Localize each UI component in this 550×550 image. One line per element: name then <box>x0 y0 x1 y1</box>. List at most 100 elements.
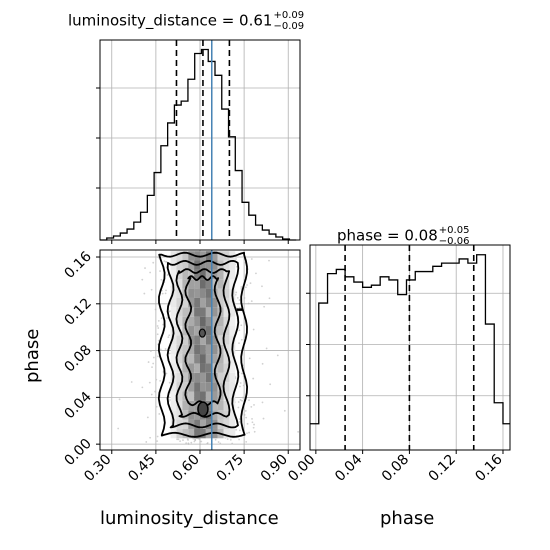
scatter-point <box>194 438 196 441</box>
density-cell <box>205 363 212 373</box>
scatter-point <box>154 390 156 393</box>
density-cell <box>194 428 200 439</box>
density-cell <box>176 354 183 364</box>
density-cell <box>194 326 200 336</box>
density-cell <box>170 363 177 373</box>
scatter-point <box>156 325 159 327</box>
density-cell <box>182 410 189 420</box>
contour-level <box>184 275 222 407</box>
density-cell <box>205 419 212 429</box>
scatter-point <box>251 417 253 420</box>
scatter-point <box>248 399 250 402</box>
density-cell <box>200 363 206 373</box>
density-panel: 0.30 0.45 0.60 0.75 0.900.000.040.080.120.16 <box>61 248 301 485</box>
density-cell <box>188 269 195 280</box>
density-cell <box>229 428 236 439</box>
hist-step-luminosity-distance <box>100 48 297 241</box>
density-cell <box>188 279 195 289</box>
density-cell <box>182 297 189 308</box>
density-cell <box>229 260 236 270</box>
density-cell <box>217 251 224 261</box>
density-cell <box>188 428 195 439</box>
scatter-point <box>159 348 162 351</box>
scatter-point <box>214 438 217 441</box>
density-cell <box>182 400 189 411</box>
hist-phase-panel: 0.00 0.04 0.08 0.12 0.16 <box>285 244 511 485</box>
scatter-point <box>243 414 246 416</box>
scatter-point <box>239 382 242 384</box>
scatter-point <box>152 362 155 365</box>
scatter-point <box>150 288 153 291</box>
density-cell <box>194 307 200 317</box>
scatter-point <box>165 260 167 263</box>
scatter-point <box>148 381 151 384</box>
density-cell <box>176 391 183 401</box>
x-tick-label: 0.90 <box>258 452 291 485</box>
contour-island <box>197 401 209 417</box>
scatter-point <box>229 438 232 441</box>
scatter-point <box>156 440 159 443</box>
density-cell <box>229 316 236 327</box>
scatter-point <box>162 323 165 326</box>
scatter-point <box>219 442 222 445</box>
scatter-point <box>144 267 146 269</box>
density-cell <box>176 269 183 280</box>
scatter-point <box>182 439 184 442</box>
x-tick-label: 0.30 <box>81 452 114 485</box>
scatter-point <box>237 401 240 403</box>
y-tick-label: 0.08 <box>61 342 94 375</box>
density-cell <box>200 297 206 308</box>
density-cell <box>223 372 230 383</box>
scatter-point <box>239 398 242 401</box>
scatter-point <box>252 377 255 380</box>
density-cell <box>194 297 200 308</box>
density-cell <box>194 288 200 298</box>
density-cell <box>194 372 200 383</box>
density-cell <box>188 344 195 355</box>
scatter-point <box>242 384 245 387</box>
scatter-point <box>238 420 241 423</box>
density-cell <box>182 326 189 336</box>
scatter-point <box>245 440 248 443</box>
density-cell <box>211 279 218 289</box>
axes-frame <box>309 244 511 451</box>
density-cell <box>182 372 189 383</box>
density-cell <box>194 410 200 420</box>
density-cell <box>229 269 236 280</box>
density-cell <box>211 251 218 261</box>
hist-luminosity-distance-panel <box>96 39 301 244</box>
density-cell <box>170 307 177 317</box>
scatter-point <box>244 410 247 412</box>
density-cell <box>176 307 183 317</box>
density-cell <box>200 269 206 280</box>
scatter-point <box>141 278 144 281</box>
density-cell <box>205 269 212 280</box>
contour-island <box>198 328 206 338</box>
scatter-point <box>239 385 241 388</box>
density-cell <box>200 260 206 270</box>
scatter-point <box>155 378 158 381</box>
density-cell <box>194 419 200 429</box>
scatter-point <box>248 357 251 360</box>
density-cell <box>200 419 206 429</box>
density-cell <box>223 279 230 289</box>
density-cell <box>205 372 212 383</box>
scatter-point <box>238 342 240 345</box>
density-cell <box>194 269 200 280</box>
scatter-point <box>249 282 252 285</box>
scatter-point <box>158 413 161 415</box>
scatter-point <box>246 432 248 435</box>
density-cell <box>182 260 189 270</box>
scatter-point <box>297 431 300 433</box>
density-cell <box>205 316 212 327</box>
scatter-point <box>150 393 153 396</box>
scatter-point <box>160 278 163 281</box>
density-cell <box>205 382 212 392</box>
scatter-point <box>240 286 243 288</box>
density-cell <box>200 279 206 289</box>
scatter-point <box>242 364 245 367</box>
scatter-point <box>157 355 159 358</box>
density-cell <box>200 335 206 345</box>
scatter-point <box>240 324 243 327</box>
scatter-point <box>238 429 241 432</box>
